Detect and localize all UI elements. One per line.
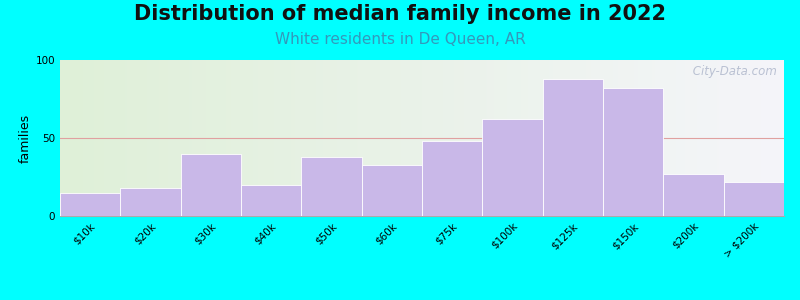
Bar xyxy=(482,119,542,216)
Bar xyxy=(241,185,302,216)
Bar xyxy=(60,193,120,216)
Bar xyxy=(542,79,603,216)
Text: City-Data.com: City-Data.com xyxy=(689,65,777,78)
Bar xyxy=(362,164,422,216)
Bar xyxy=(422,141,482,216)
Bar xyxy=(603,88,663,216)
Bar xyxy=(120,188,181,216)
Bar xyxy=(181,154,241,216)
Text: Distribution of median family income in 2022: Distribution of median family income in … xyxy=(134,4,666,25)
Y-axis label: families: families xyxy=(18,113,31,163)
Bar xyxy=(302,157,362,216)
Bar xyxy=(724,182,784,216)
Bar xyxy=(663,174,724,216)
Text: White residents in De Queen, AR: White residents in De Queen, AR xyxy=(274,32,526,46)
